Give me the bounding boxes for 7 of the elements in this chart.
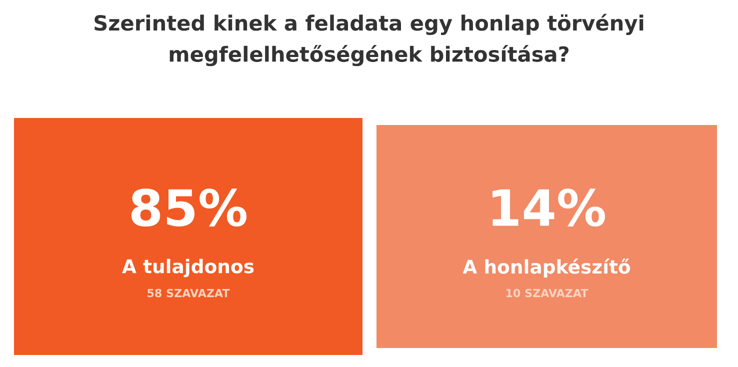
text: 58 SZAVAZAT (148, 288, 230, 298)
category-label: A honlapkészítő (462, 258, 630, 278)
data-label: 14% (492, 188, 605, 227)
category-label: A tulajdonos (122, 258, 254, 278)
data-label: 85% (131, 188, 246, 227)
text: 10 SZAVAZAT (506, 288, 588, 298)
text: Szerinted kinek a feladata egy honlap törvényi megfelelhetőségének biztosítása? (94, 14, 644, 66)
